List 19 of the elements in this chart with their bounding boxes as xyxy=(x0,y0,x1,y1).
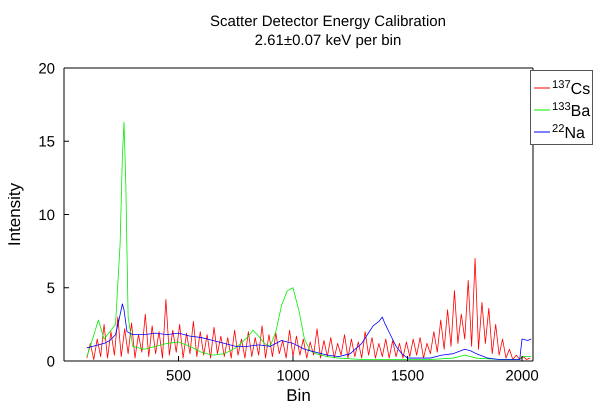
legend-label: $^{137}$Cs xyxy=(552,79,590,98)
y-tick-label: 5 xyxy=(46,280,55,298)
x-axis-title: Bin xyxy=(286,386,311,405)
y-tick-label: 20 xyxy=(38,60,55,78)
y-tick-label: 10 xyxy=(38,206,55,224)
line-series xyxy=(86,303,532,360)
legend-label: $^{22}$Na xyxy=(552,123,586,142)
x-tick-label: 500 xyxy=(166,368,192,385)
y-axis-title: Intensity xyxy=(5,182,24,246)
x-tick-label: 1000 xyxy=(276,368,310,385)
y-tick-label: 0 xyxy=(46,353,55,370)
x-tick-label: 2000 xyxy=(505,368,539,385)
x-tick-label: 1500 xyxy=(390,368,424,385)
chart-subtitle: 2.61±0.07 keV per bin xyxy=(254,31,402,50)
line-series xyxy=(86,122,532,360)
y-tick-label: 15 xyxy=(38,134,55,151)
chart-title: Scatter Detector Energy Calibration xyxy=(209,12,447,31)
line-series xyxy=(86,258,530,360)
legend-label: $^{133}$Ba xyxy=(552,101,590,120)
